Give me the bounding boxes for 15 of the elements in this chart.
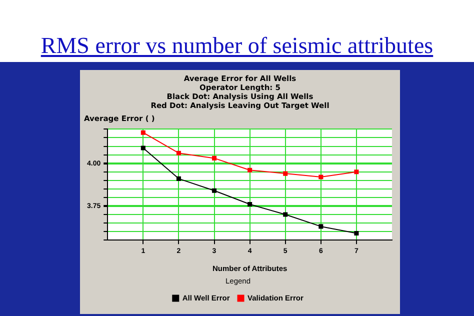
point <box>354 231 359 236</box>
point <box>318 224 324 229</box>
point <box>248 168 252 172</box>
point <box>354 170 359 174</box>
chart-title: RMS error vs number of seismic attributes <box>40 33 434 59</box>
point <box>176 176 181 181</box>
point <box>140 130 146 135</box>
point <box>176 150 181 156</box>
point <box>283 171 288 176</box>
point <box>318 174 324 180</box>
point <box>212 188 217 193</box>
point <box>212 156 217 160</box>
point <box>248 202 252 207</box>
point <box>283 212 288 217</box>
point <box>140 146 146 150</box>
